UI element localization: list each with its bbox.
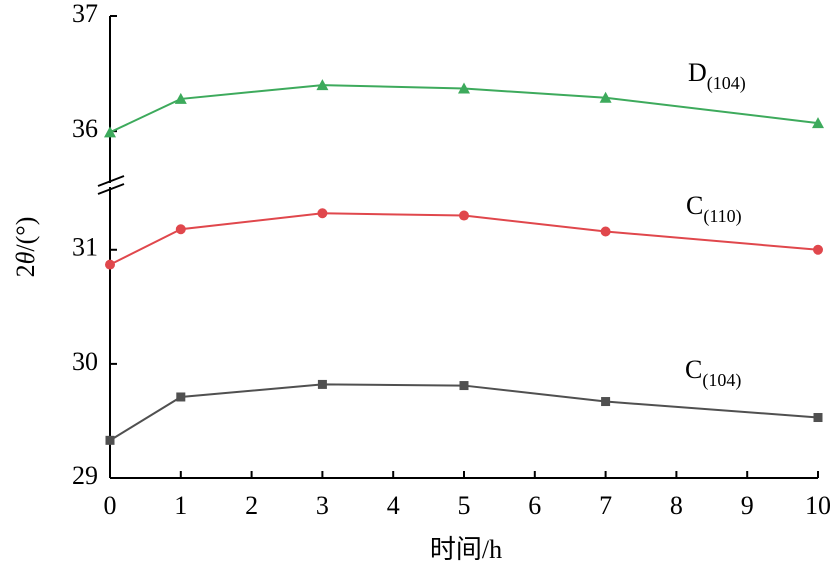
series-subscript: (104)	[702, 370, 741, 391]
x-tick-label: 0	[104, 491, 117, 520]
x-axis-title: 时间/h	[430, 535, 502, 564]
x-tick-label: 9	[741, 491, 754, 520]
y-tick-label: 29	[72, 461, 98, 490]
series-label: C(104)	[685, 355, 741, 391]
x-tick-label: 5	[458, 491, 471, 520]
marker	[175, 224, 186, 235]
marker	[176, 392, 186, 402]
marker	[600, 226, 611, 237]
y-title-part: θ	[11, 251, 40, 264]
y-title-part: /(°)	[11, 217, 40, 252]
marker	[105, 259, 115, 270]
x-tick-label: 7	[599, 491, 612, 520]
marker	[174, 92, 187, 104]
series-label: D(104)	[688, 58, 746, 94]
series-line	[109, 84, 819, 134]
series-name: C	[685, 355, 702, 384]
marker	[316, 79, 329, 91]
x-tick-label: 4	[387, 491, 400, 520]
series-line	[109, 383, 819, 442]
series-name: D	[688, 58, 707, 87]
x-tick-label: 2	[245, 491, 258, 520]
series-subscript: (104)	[707, 73, 746, 94]
marker	[105, 435, 115, 445]
x-tick-label: 6	[528, 491, 541, 520]
x-tick-label: 3	[316, 491, 329, 520]
y-title-part: 2	[11, 264, 40, 277]
marker	[458, 82, 470, 94]
x-tick-label: 1	[174, 491, 187, 520]
y-tick-label: 36	[72, 114, 98, 143]
axis-break	[97, 175, 125, 187]
y-tick-label: 30	[72, 347, 98, 376]
marker	[104, 126, 116, 138]
marker	[317, 208, 328, 219]
marker	[459, 381, 469, 391]
marker	[317, 379, 327, 389]
marker	[599, 91, 612, 103]
series-name: C	[686, 191, 703, 220]
marker	[812, 117, 824, 129]
series-line	[109, 212, 819, 266]
y-tick-label: 37	[72, 0, 98, 28]
marker	[601, 397, 611, 407]
marker	[813, 244, 823, 255]
y-tick-label: 31	[72, 233, 98, 262]
y-axis-title: 2θ/(°)	[11, 217, 40, 278]
x-tick-label: 10	[805, 491, 831, 520]
series-subscript: (110)	[703, 206, 741, 227]
marker	[813, 413, 823, 423]
axis-break	[97, 183, 125, 195]
series-label: C(110)	[686, 191, 742, 227]
x-tick-label: 8	[670, 491, 683, 520]
marker	[459, 210, 469, 221]
